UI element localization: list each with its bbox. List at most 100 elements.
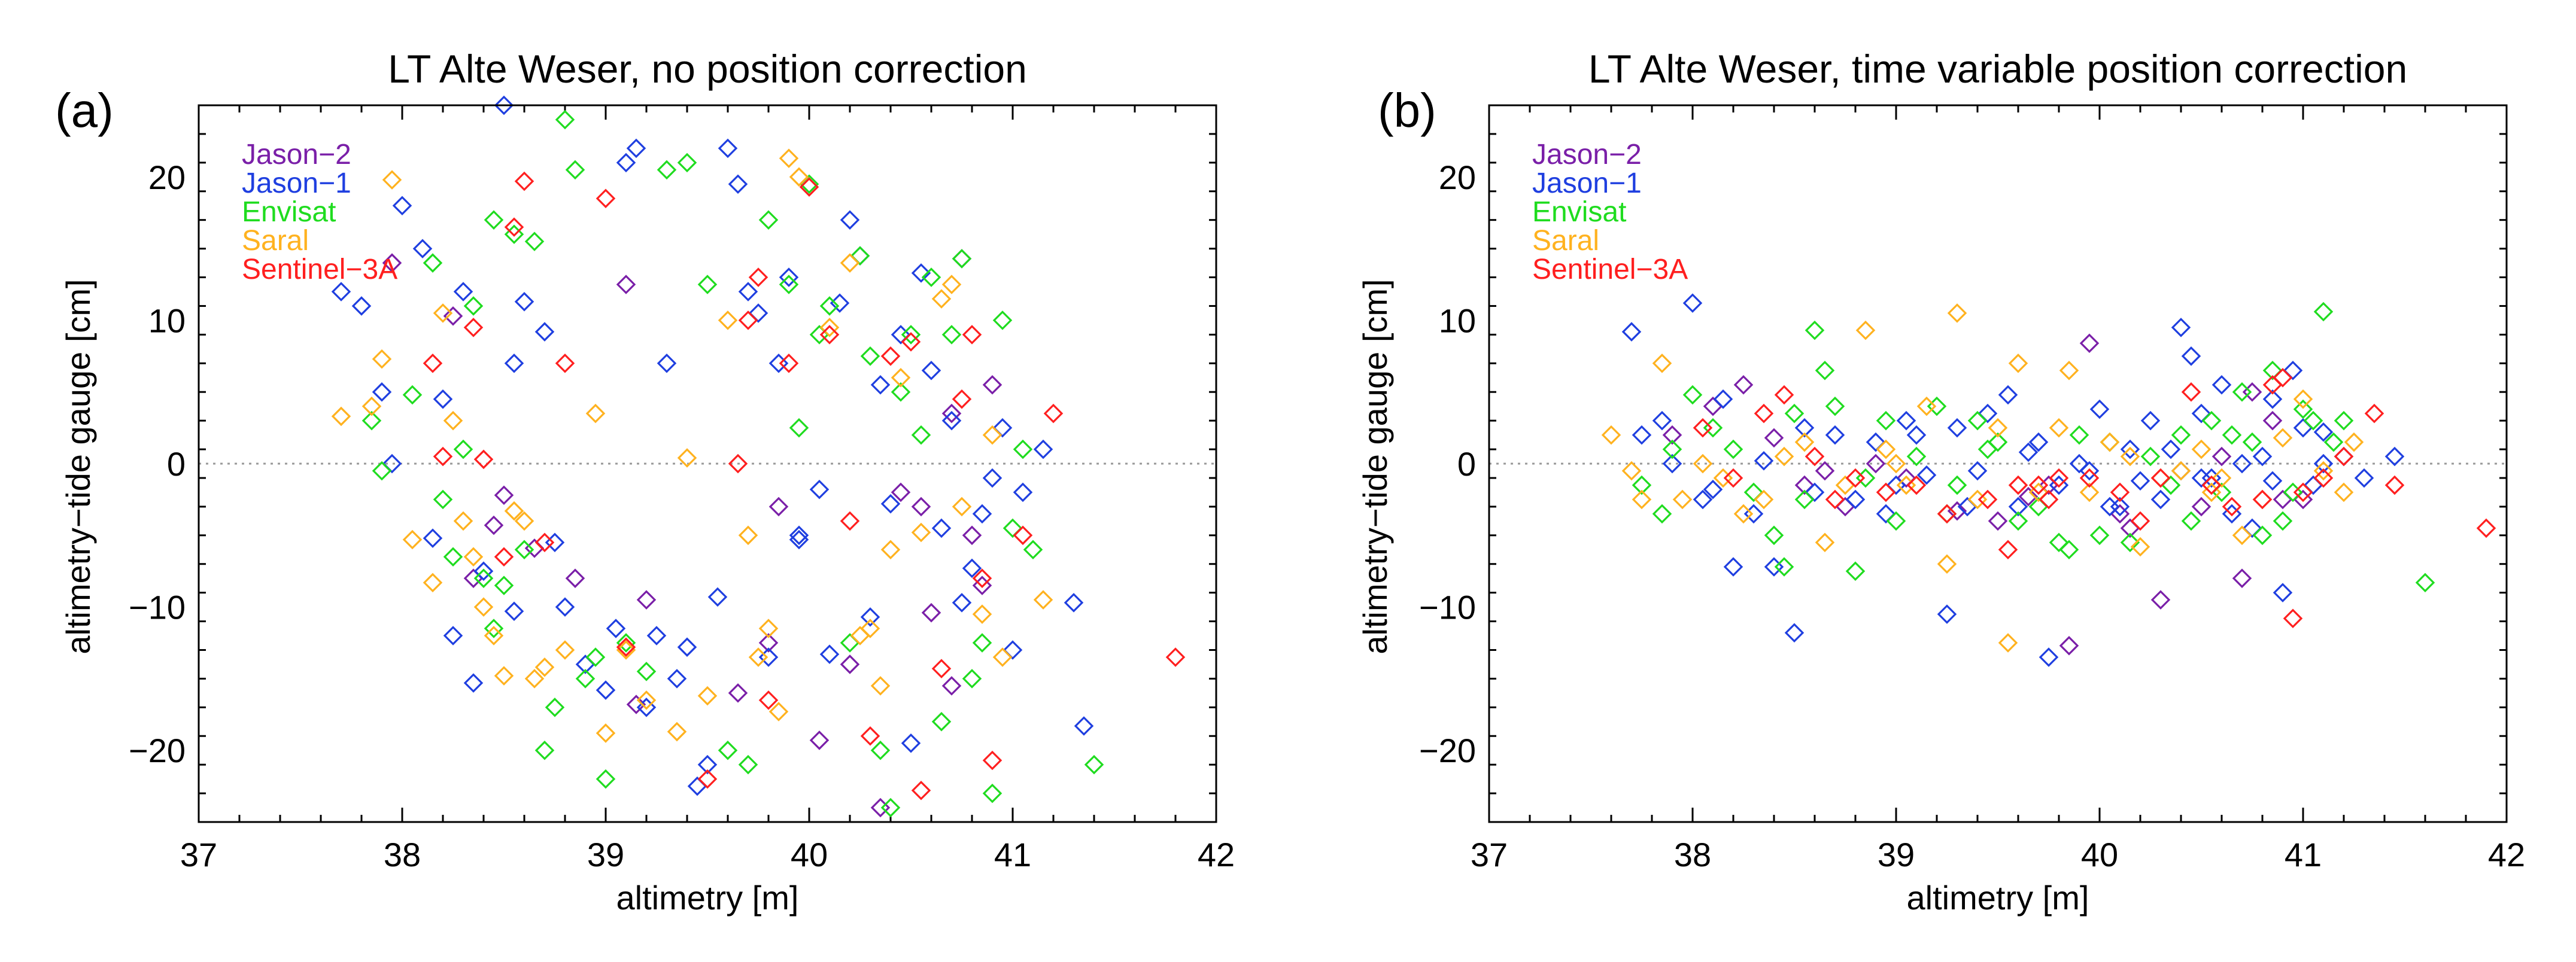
legend-entry: Sentinel−3A bbox=[242, 254, 397, 285]
data-point bbox=[880, 797, 901, 818]
data-point bbox=[2262, 375, 2283, 395]
data-point bbox=[1632, 489, 1652, 510]
data-point bbox=[1713, 468, 1733, 488]
data-point bbox=[819, 644, 840, 664]
data-point bbox=[1998, 633, 2018, 653]
data-point bbox=[931, 712, 952, 732]
data-point bbox=[494, 95, 514, 115]
data-point bbox=[2252, 489, 2273, 510]
data-point bbox=[1723, 439, 1743, 459]
data-point bbox=[2059, 540, 2079, 560]
series-group bbox=[331, 95, 1094, 796]
data-point bbox=[2018, 442, 2039, 462]
panel-a: (a) LT Alte Weser, no position correctio… bbox=[55, 47, 1235, 917]
data-point bbox=[1764, 428, 1784, 448]
data-point bbox=[1601, 425, 1621, 445]
data-point bbox=[392, 196, 412, 215]
data-point bbox=[382, 170, 402, 190]
data-point bbox=[962, 325, 982, 345]
x-tick-label: 41 bbox=[2285, 836, 2322, 873]
data-point bbox=[2130, 537, 2150, 557]
data-point bbox=[1013, 439, 1033, 459]
data-point bbox=[1825, 396, 1845, 416]
data-point bbox=[545, 532, 565, 553]
data-point bbox=[1723, 468, 1743, 488]
data-point bbox=[1074, 716, 1094, 736]
data-point bbox=[1988, 511, 2008, 531]
data-point bbox=[982, 750, 1003, 771]
data-point bbox=[850, 246, 870, 266]
data-point bbox=[504, 354, 524, 373]
legend-entry: Jason−1 bbox=[1532, 168, 1642, 199]
data-point bbox=[1672, 489, 1693, 510]
data-point bbox=[453, 511, 473, 531]
y-tick-label: −10 bbox=[129, 589, 186, 626]
data-point bbox=[738, 282, 758, 302]
data-point bbox=[911, 263, 931, 283]
data-point bbox=[992, 310, 1013, 330]
data-point bbox=[2313, 461, 2334, 481]
data-point bbox=[1805, 446, 1825, 467]
data-point bbox=[433, 446, 453, 467]
data-point bbox=[473, 597, 494, 617]
data-point bbox=[657, 354, 677, 373]
data-point bbox=[443, 547, 463, 567]
data-point bbox=[941, 403, 962, 424]
data-point bbox=[840, 511, 860, 531]
data-point bbox=[463, 673, 484, 693]
data-point bbox=[331, 282, 351, 302]
data-point bbox=[921, 267, 941, 287]
data-point bbox=[891, 367, 911, 388]
data-point bbox=[555, 640, 575, 660]
data-point bbox=[819, 318, 840, 337]
chart-title-b: LT Alte Weser, time variable position co… bbox=[1588, 47, 2407, 91]
data-point bbox=[2201, 475, 2222, 495]
data-point bbox=[2293, 482, 2313, 503]
data-point bbox=[1896, 410, 1916, 431]
data-point bbox=[2313, 468, 2334, 488]
data-point bbox=[494, 485, 514, 505]
data-point bbox=[514, 511, 534, 531]
data-point bbox=[870, 375, 891, 395]
data-point bbox=[2039, 647, 2059, 667]
x-tick-label: 42 bbox=[1198, 836, 1235, 873]
data-point bbox=[616, 275, 636, 294]
data-point bbox=[1855, 468, 1876, 488]
data-point bbox=[891, 325, 911, 345]
data-point bbox=[433, 489, 453, 510]
data-point bbox=[514, 171, 534, 191]
data-point bbox=[1977, 489, 1998, 510]
data-point bbox=[972, 576, 992, 595]
data-point bbox=[1033, 590, 1053, 610]
data-point bbox=[1754, 450, 1774, 471]
data-point bbox=[2313, 422, 2334, 442]
data-point bbox=[2334, 446, 2354, 467]
data-point bbox=[738, 310, 758, 330]
data-point bbox=[524, 669, 545, 689]
data-point bbox=[1977, 439, 1998, 459]
data-point bbox=[534, 657, 555, 677]
data-point bbox=[1033, 439, 1053, 459]
data-point bbox=[2039, 489, 2059, 510]
data-point bbox=[443, 306, 463, 326]
data-point bbox=[514, 291, 534, 312]
data-point bbox=[2262, 360, 2283, 380]
data-point bbox=[606, 619, 626, 638]
data-point bbox=[2120, 446, 2140, 467]
data-point bbox=[423, 573, 443, 593]
data-point bbox=[1733, 375, 1754, 395]
data-point bbox=[524, 232, 545, 251]
data-point bbox=[2171, 461, 2191, 481]
data-point bbox=[1825, 425, 1845, 445]
data-point bbox=[840, 210, 860, 230]
data-point bbox=[1003, 518, 1023, 538]
data-point bbox=[860, 726, 880, 746]
data-point bbox=[911, 781, 931, 800]
data-point bbox=[911, 497, 931, 517]
data-point bbox=[931, 659, 952, 678]
data-point bbox=[2181, 346, 2201, 366]
data-point bbox=[2008, 497, 2028, 517]
data-point bbox=[789, 525, 809, 546]
data-point bbox=[1845, 468, 1866, 488]
data-point bbox=[2293, 418, 2313, 438]
